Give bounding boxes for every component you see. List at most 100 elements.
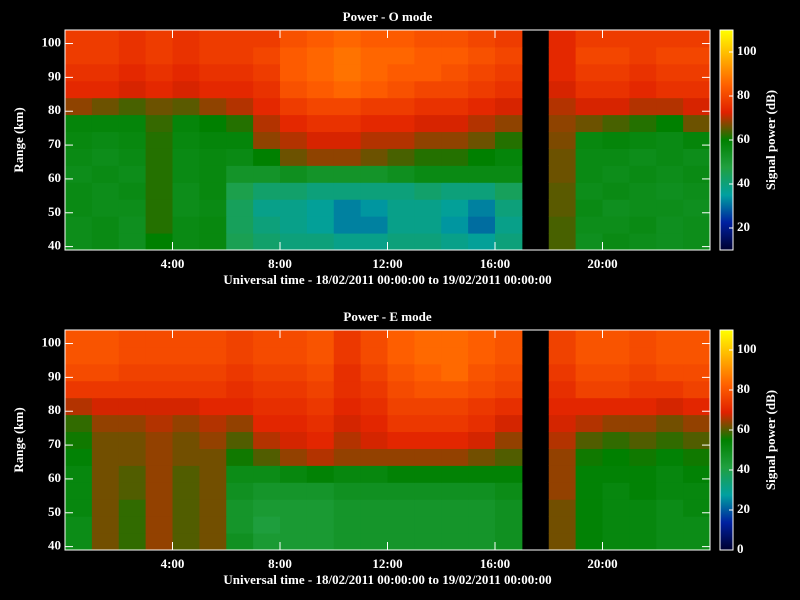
heatmap-cell [118,182,147,200]
heatmap-cell [656,30,684,48]
heatmap-cell [253,30,281,48]
heatmap-cell [226,346,254,365]
heatmap-cell [441,482,469,500]
heatmap-cell [172,97,200,116]
heatmap-cell [253,80,281,99]
heatmap-cell [91,363,120,382]
heatmap-cell [683,330,711,348]
y-axis-label: Range (km) [11,107,26,172]
heatmap-cell [468,63,496,82]
heatmap-cell [387,182,415,200]
heatmap-cell [172,199,200,217]
heatmap-cell [656,63,684,82]
heatmap-cell [199,114,227,133]
heatmap-cell [495,330,523,348]
heatmap-cell [91,414,120,433]
heatmap-cell [441,63,469,82]
heatmap-cell [656,114,684,133]
heatmap-cell [118,216,147,234]
heatmap-cell [280,199,308,217]
heatmap-cell [360,216,388,234]
heatmap-cell [333,233,362,251]
heatmap-cell [172,30,200,48]
heatmap-cell [145,199,173,217]
heatmap-cell [65,414,93,433]
heatmap-cell [387,216,415,234]
heatmap-cell [414,80,442,99]
heatmap-cell [333,414,362,433]
heatmap-cell [199,80,227,99]
heatmap-cell [199,448,227,466]
heatmap-cell [333,380,362,399]
heatmap-cell [575,63,603,82]
heatmap-cell [683,346,711,365]
heatmap-cell [683,499,711,517]
heatmap-cell [683,233,711,251]
heatmap-cell [280,165,308,183]
y-tick-label: 90 [48,68,61,83]
heatmap-cell [65,233,93,251]
heatmap-cell [468,30,496,48]
heatmap-cell [65,363,93,382]
heatmap-cell [333,465,362,483]
heatmap-cell [91,30,120,48]
heatmap-cell [280,448,308,466]
colorbar-tick-label: 80 [737,381,750,396]
heatmap-cell [253,346,281,365]
heatmap-cell [629,80,657,99]
heatmap-cell [414,516,442,534]
heatmap-cell [253,380,281,399]
colorbar-tick-label: 80 [737,87,750,102]
y-tick-label: 70 [48,436,61,451]
heatmap-cell [306,63,335,82]
heatmap-cell [468,233,496,251]
heatmap-cell [172,533,200,551]
heatmap-cell [441,199,469,217]
heatmap-cell [306,80,335,99]
heatmap-cell [280,330,308,348]
heatmap-cell [575,148,603,166]
x-tick-label: 4:00 [161,256,185,271]
heatmap-cell [226,465,254,483]
heatmap-cell [360,233,388,251]
heatmap-cell [387,233,415,251]
colorbar-tick-label: 0 [737,541,744,556]
heatmap-cell [656,533,684,551]
heatmap-cell [333,97,362,116]
heatmap-cell [65,431,93,449]
heatmap-cell [118,414,147,433]
x-tick-label: 8:00 [268,556,292,571]
x-tick-label: 12:00 [372,556,402,571]
heatmap-cell [226,46,254,65]
heatmap-cell [414,380,442,399]
heatmap-cell [65,499,93,517]
heatmap-cell [468,80,496,99]
y-tick-label: 60 [48,470,61,485]
heatmap-cell [602,330,630,348]
heatmap-cell [306,330,335,348]
heatmap-cell [468,533,496,551]
heatmap-cell [629,148,657,166]
heatmap-cell [683,63,711,82]
heatmap-cell [280,533,308,551]
heatmap-cell [575,216,603,234]
heatmap-cell [172,131,200,149]
heatmap-cell [199,148,227,166]
heatmap-cell [602,30,630,48]
heatmap-cell [145,233,173,251]
heatmap-cell [468,499,496,517]
heatmap-cell [360,80,388,99]
heatmap-cell [441,448,469,466]
heatmap-cell [495,148,523,166]
heatmap-cell [360,97,388,116]
heatmap-cell [414,346,442,365]
heatmap-cell [199,165,227,183]
colorbar-label: Signal power (dB) [763,90,778,190]
heatmap-cell [468,131,496,149]
colorbar-tick-label: 40 [737,461,750,476]
heatmap-cell [333,397,362,416]
heatmap-cell [333,346,362,365]
heatmap-cell [495,499,523,517]
heatmap-cell [65,482,93,500]
heatmap-cell [441,216,469,234]
